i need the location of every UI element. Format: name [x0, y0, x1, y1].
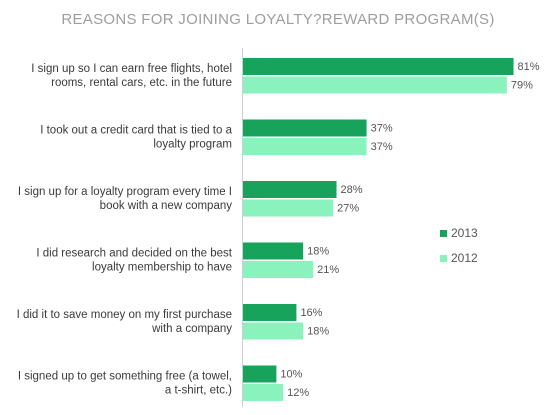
bar-2013 [243, 119, 367, 137]
legend-label-2013: 2013 [451, 226, 478, 240]
category-label: I took out a credit card that is tied to… [40, 124, 232, 150]
bar-2012 [243, 384, 284, 401]
category-label: I signed up to get something free (a tow… [18, 370, 232, 396]
bar-2012 [243, 138, 367, 155]
legend: 2013 2012 [440, 226, 478, 265]
bar-2012 [243, 199, 334, 217]
value-label-2013: 18% [307, 246, 329, 258]
category-label-line: I sign up for a loyalty program every ti… [18, 186, 232, 198]
category-label-line: rooms, rental cars, etc. in the future [51, 77, 232, 89]
value-label-2013: 16% [300, 307, 322, 319]
category-label-line: I signed up to get something free (a tow… [18, 370, 232, 382]
category-label-line: a t-shirt, etc.) [165, 384, 232, 396]
category-label-line: I took out a credit card that is tied to… [40, 124, 232, 136]
category-label-line: loyalty membership to have [92, 261, 232, 273]
legend-label-2012: 2012 [451, 251, 478, 265]
category-label-line: with a company [151, 323, 232, 335]
chart-title: REASONS FOR JOINING LOYALTY?REWARD PROGR… [61, 11, 494, 28]
value-label-2012: 27% [337, 203, 359, 215]
value-label-2013: 81% [518, 61, 540, 73]
bars [243, 58, 514, 401]
category-label-line: I did research and decided on the best [36, 247, 232, 259]
bar-2013 [243, 181, 337, 198]
category-label-line: book with a new company [100, 200, 233, 212]
value-label-2012: 12% [287, 387, 309, 399]
value-label-2012: 37% [371, 141, 393, 153]
bar-2012 [243, 322, 304, 340]
legend-swatch-2012 [440, 255, 447, 262]
value-label-2012: 21% [317, 264, 339, 276]
category-label: I sign up so I can earn free flights, ho… [31, 63, 232, 89]
legend-swatch-2013 [440, 230, 447, 237]
value-label-2012: 18% [307, 326, 329, 338]
bar-2012 [243, 261, 314, 278]
category-label-line: I did it to save money on my first purch… [17, 309, 232, 321]
bar-2013 [243, 304, 297, 321]
value-label-2013: 37% [371, 123, 393, 135]
bar-2013 [243, 242, 304, 260]
category-label-line: loyalty program [153, 138, 232, 150]
category-label: I sign up for a loyalty program every ti… [18, 186, 232, 212]
value-label-2013: 28% [341, 184, 363, 196]
bar-2012 [243, 76, 507, 94]
bar-2013 [243, 365, 277, 383]
bar-2013 [243, 58, 514, 75]
category-labels: I sign up so I can earn free flights, ho… [17, 63, 233, 397]
value-label-2013: 10% [280, 369, 302, 381]
category-label: I did research and decided on the best lo… [36, 247, 232, 273]
category-label: I did it to save money on my first purch… [17, 309, 233, 335]
value-label-2012: 79% [511, 80, 533, 92]
category-label-line: I sign up so I can earn free flights, ho… [31, 63, 232, 75]
value-labels: 81% 79% 37% 37% 28% 27% 18% 21% 16% 18% 10% 12% [280, 61, 539, 399]
